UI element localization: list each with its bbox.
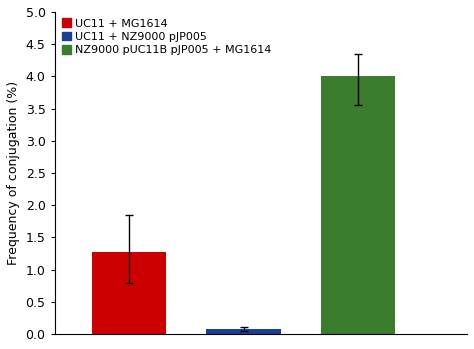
Bar xyxy=(321,76,395,334)
Y-axis label: Frequency of conjugation (%): Frequency of conjugation (%) xyxy=(7,81,20,265)
Bar xyxy=(206,329,281,334)
Legend: UC11 + MG1614, UC11 + NZ9000 pJP005, NZ9000 pUC11B pJP005 + MG1614: UC11 + MG1614, UC11 + NZ9000 pJP005, NZ9… xyxy=(60,16,274,58)
Bar xyxy=(92,252,166,334)
